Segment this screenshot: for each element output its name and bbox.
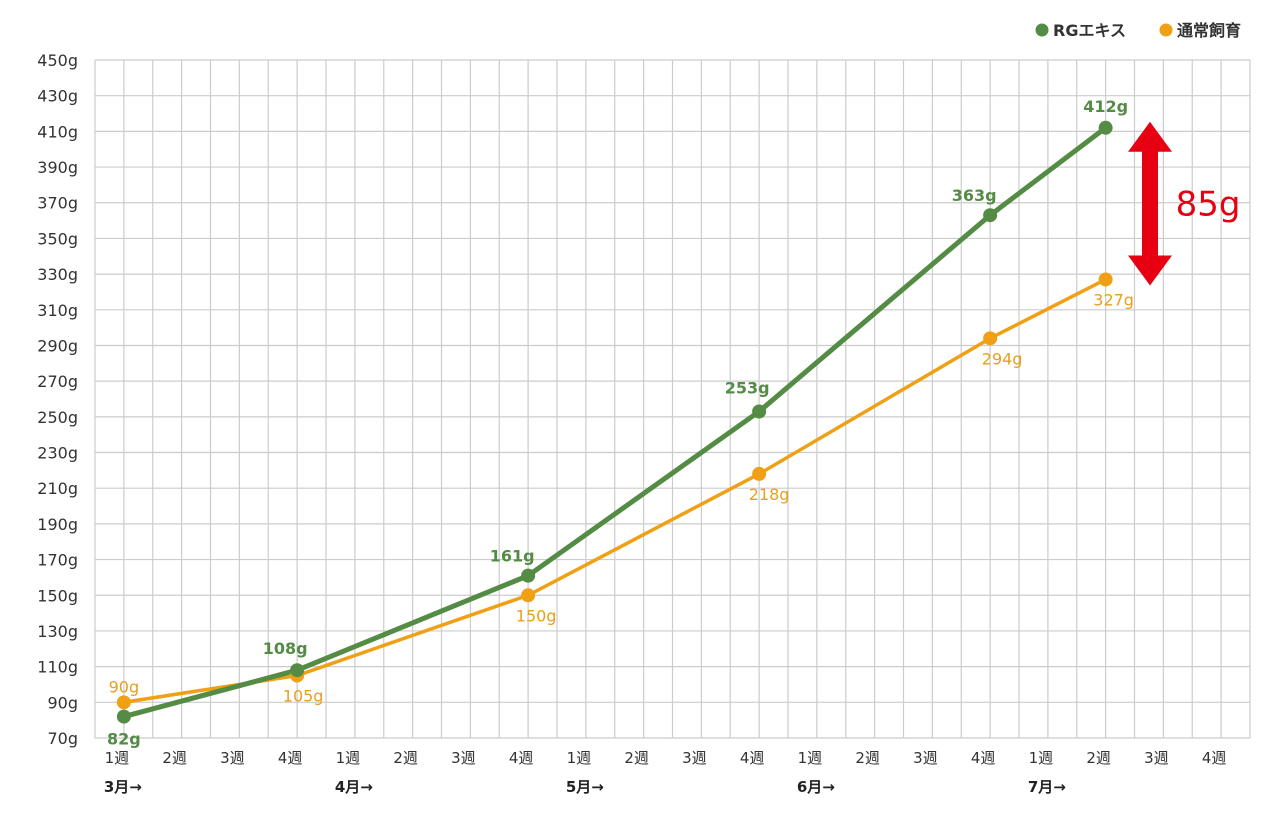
x-tick-label: 1週	[567, 749, 592, 767]
data-label: 327g	[1093, 290, 1134, 309]
y-tick-label: 70g	[47, 729, 78, 748]
x-tick-label: 1週	[105, 749, 130, 767]
data-label: 161g	[490, 547, 535, 566]
y-tick-label: 130g	[37, 622, 78, 641]
data-point	[983, 331, 998, 346]
legend-marker	[1159, 23, 1173, 37]
data-label: 150g	[516, 606, 557, 625]
month-label: 6月→	[797, 778, 835, 796]
y-tick-label: 170g	[37, 551, 78, 570]
y-tick-label: 430g	[37, 87, 78, 106]
y-tick-label: 230g	[37, 444, 78, 463]
chart-grid	[94, 59, 1251, 739]
month-label: 4月→	[335, 778, 373, 796]
x-tick-label: 4週	[278, 749, 303, 767]
data-label: 82g	[107, 730, 141, 749]
y-tick-label: 370g	[37, 194, 78, 213]
y-tick-label: 110g	[37, 658, 78, 677]
month-label: 3月→	[104, 778, 142, 796]
difference-annotation: 85g	[1128, 121, 1241, 286]
x-tick-label: 3週	[913, 749, 938, 767]
data-label: 105g	[283, 687, 324, 706]
data-label: 218g	[749, 485, 790, 504]
y-tick-label: 190g	[37, 515, 78, 534]
x-tick-label: 4週	[509, 749, 534, 767]
data-label: 90g	[109, 677, 140, 696]
data-label: 253g	[725, 378, 770, 397]
y-tick-label: 450g	[37, 51, 78, 70]
legend-marker	[1035, 23, 1049, 37]
y-tick-label: 390g	[37, 158, 78, 177]
x-tick-label: 1週	[798, 749, 823, 767]
x-axis-ticks: 1週 2週 3週 4週 1週 2週 3週 4週 1週 2週 3週 4週 1週 2週 3週 4週 1週 2週 3週 4週	[105, 749, 1227, 767]
y-tick-label: 150g	[37, 586, 78, 605]
x-tick-label: 1週	[336, 749, 361, 767]
y-tick-label: 270g	[37, 372, 78, 391]
legend-label: 通常飼育	[1177, 21, 1241, 40]
y-tick-label: 210g	[37, 479, 78, 498]
data-point	[752, 404, 767, 419]
data-point	[1098, 120, 1113, 135]
month-label: 7月→	[1028, 778, 1066, 796]
y-tick-label: 410g	[37, 122, 78, 141]
y-tick-label: 330g	[37, 265, 78, 284]
data-label: 294g	[982, 349, 1023, 368]
month-label: 5月→	[566, 778, 604, 796]
data-point	[290, 663, 305, 678]
x-tick-label: 2週	[855, 749, 880, 767]
data-point	[521, 588, 536, 603]
series-lines	[121, 125, 1109, 720]
x-tick-label: 1週	[1029, 749, 1054, 767]
data-label: 108g	[263, 639, 308, 658]
y-tick-label: 90g	[47, 693, 78, 712]
data-point	[1098, 272, 1113, 287]
legend-label: RGエキス	[1053, 21, 1126, 40]
x-tick-label: 3週	[451, 749, 476, 767]
x-tick-label: 4週	[971, 749, 996, 767]
x-tick-label: 2週	[393, 749, 418, 767]
difference-arrow	[1128, 121, 1172, 286]
y-tick-label: 350g	[37, 229, 78, 248]
data-point	[521, 568, 536, 583]
data-point	[983, 208, 998, 223]
x-tick-label: 3週	[682, 749, 707, 767]
x-tick-label: 4週	[740, 749, 765, 767]
x-tick-label: 4週	[1202, 749, 1227, 767]
data-point	[116, 709, 131, 724]
y-tick-label: 290g	[37, 336, 78, 355]
x-tick-label: 2週	[1086, 749, 1111, 767]
month-labels: 3月→ 4月→ 5月→ 6月→ 7月→	[104, 778, 1066, 796]
data-label: 412g	[1083, 97, 1128, 116]
x-tick-label: 2週	[162, 749, 187, 767]
y-axis-ticks: 70g 90g 110g 130g 150g 170g 190g 210g 230g 250g 27…	[37, 51, 78, 748]
x-tick-label: 3週	[220, 749, 245, 767]
legend: RGエキス 通常飼育	[1035, 21, 1241, 40]
x-tick-label: 2週	[624, 749, 649, 767]
data-point	[116, 695, 131, 710]
data-point	[752, 466, 767, 481]
x-tick-label: 3週	[1144, 749, 1169, 767]
series-points	[116, 120, 1113, 724]
data-label: 363g	[952, 186, 997, 205]
data-labels: 82g 108g 161g 253g 363g 412g 90g 105g 150g 218g 29…	[107, 97, 1134, 749]
series-line	[121, 125, 1109, 720]
y-tick-label: 310g	[37, 301, 78, 320]
y-tick-label: 250g	[37, 408, 78, 427]
difference-label: 85g	[1176, 185, 1241, 225]
